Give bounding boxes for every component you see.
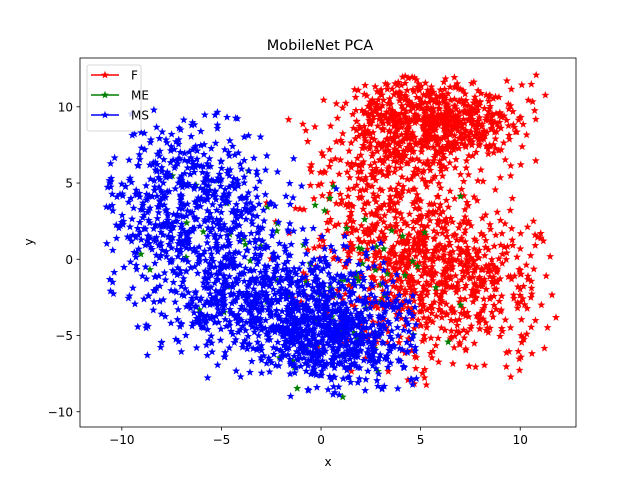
x-axis-ticks: −10 −5 0 5 10: [109, 427, 528, 447]
star-marker: [262, 70, 560, 389]
legend-entries: F ME MS: [91, 69, 149, 123]
legend: F ME MS: [86, 64, 149, 132]
legend-label-f: F: [131, 69, 138, 83]
legend-marker-me: [101, 90, 109, 99]
y-tick-label: −5: [55, 329, 73, 343]
x-tick-label: 10: [513, 433, 528, 447]
legend-marker-ms: [101, 110, 109, 119]
star-marker: [102, 105, 421, 400]
x-axis-label: x: [324, 455, 331, 469]
x-tick-label: −10: [109, 433, 134, 447]
chart-title: MobileNet PCA: [267, 38, 373, 54]
y-tick-label: 5: [65, 177, 73, 191]
y-tick-label: 0: [65, 253, 73, 267]
series-ms-points: [102, 105, 421, 400]
y-tick-label: 10: [58, 100, 73, 114]
y-tick-label: −10: [48, 405, 73, 419]
series-f-points: [262, 70, 560, 389]
axes-frame: [79, 57, 577, 428]
x-tick-label: 0: [317, 433, 325, 447]
y-axis-ticks: −10 −5 0 5 10: [48, 100, 80, 419]
data-points-layer: [102, 70, 560, 401]
legend-label-ms: MS: [131, 109, 149, 123]
x-tick-label: −5: [213, 433, 231, 447]
y-axis-label: y: [22, 238, 36, 245]
legend-label-me: ME: [131, 89, 149, 103]
x-tick-label: 5: [417, 433, 425, 447]
legend-marker-f: [101, 70, 109, 79]
